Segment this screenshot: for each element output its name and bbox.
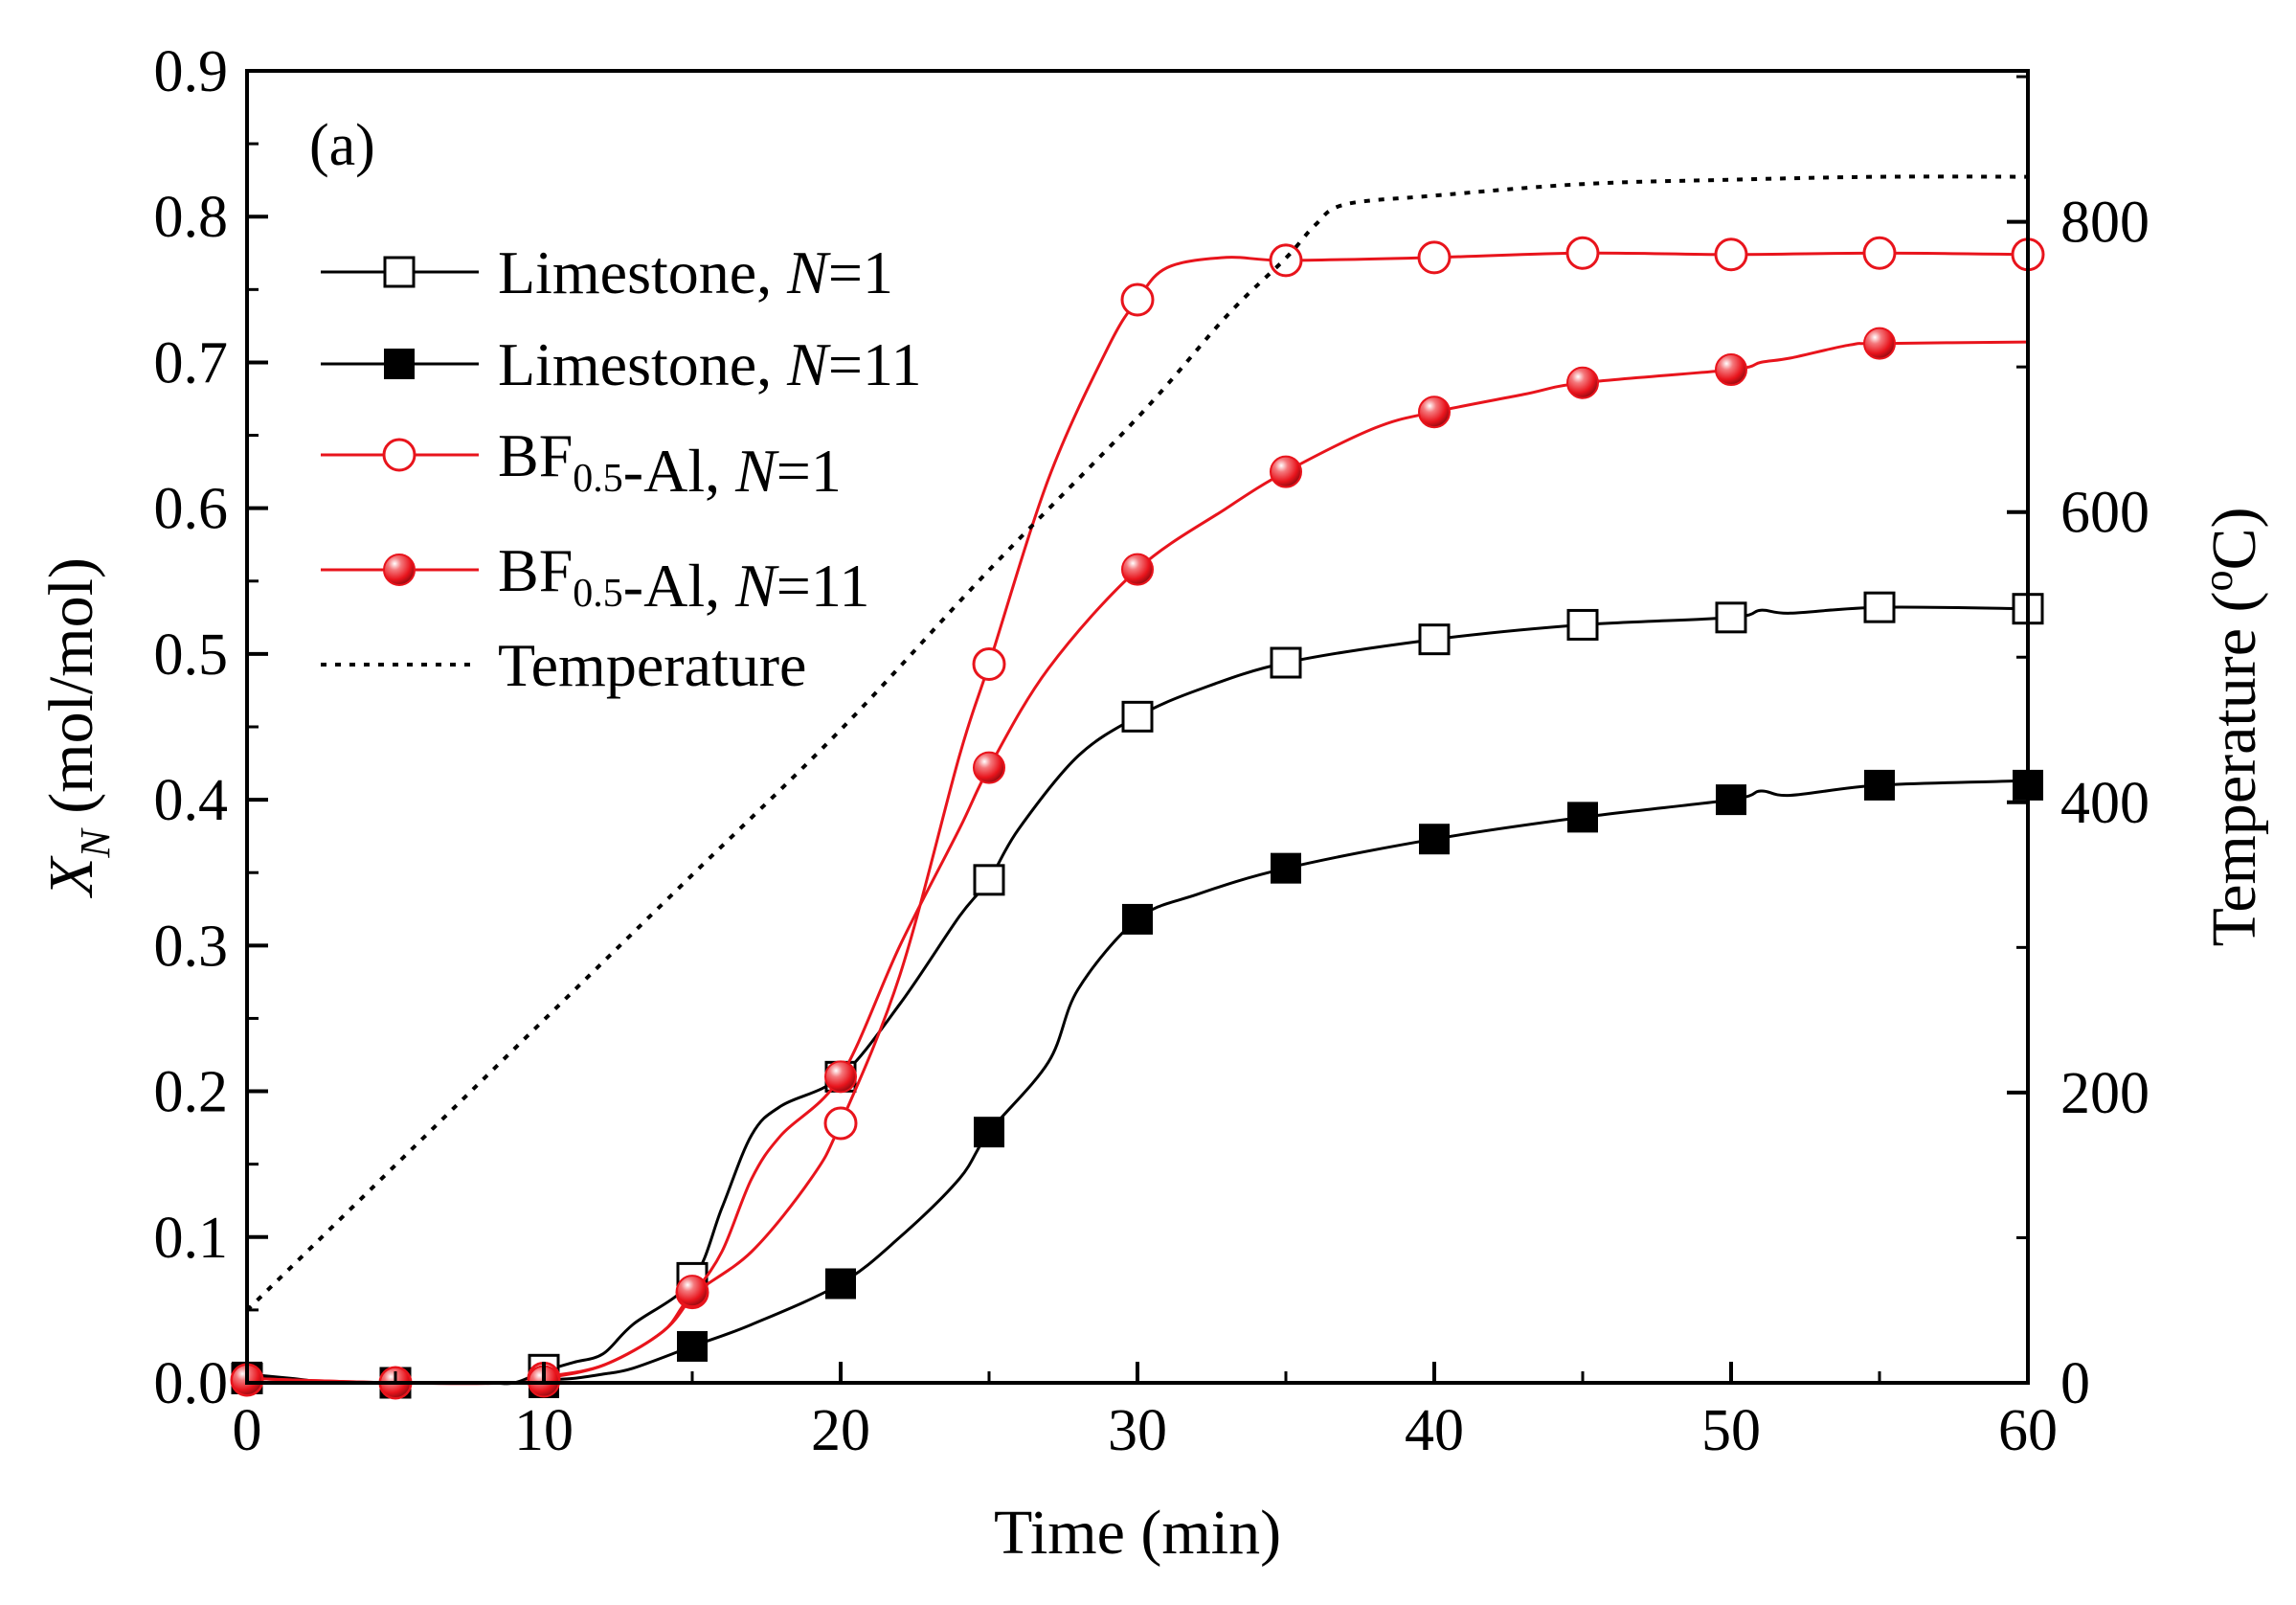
data-point-0-7 — [1270, 646, 1302, 679]
legend-item-4: Temperature — [321, 631, 806, 699]
legend-label-0: Limestone, N=1 — [498, 238, 893, 306]
data-point-2-7 — [1269, 243, 1303, 278]
data-point-0-9 — [1566, 608, 1599, 641]
data-point-1-5 — [974, 1117, 1004, 1148]
plot-layer — [230, 174, 2045, 1400]
series-line-0 — [246, 605, 2029, 1386]
data-point-3-5 — [973, 751, 1005, 784]
data-point-2-8 — [1417, 240, 1452, 275]
legend: Limestone, N=1 Limestone, N=11 BF0.5-Al, N… — [321, 238, 922, 699]
data-point-3-9 — [1566, 366, 1599, 399]
x-tick-label: 0 — [233, 1398, 262, 1463]
data-point-0-10 — [1715, 601, 1747, 634]
data-point-0-5 — [973, 864, 1005, 896]
data-point-2-5 — [972, 647, 1006, 682]
data-point-3-10 — [1715, 353, 1747, 387]
y-left-tick-label: 0.3 — [154, 914, 229, 979]
series-line-3 — [246, 340, 2029, 1386]
data-point-3-4 — [824, 1060, 857, 1094]
y-left-tick-label: 0.7 — [154, 330, 229, 396]
data-point-0-6 — [1121, 700, 1154, 733]
x-tick-label: 50 — [1701, 1398, 1761, 1463]
y-right-tick-label: 800 — [2060, 191, 2150, 256]
legend-marker-1 — [384, 349, 415, 379]
data-point-1-9 — [1567, 802, 1598, 833]
legend-item-2: BF0.5-Al, N=1 — [321, 421, 842, 505]
series-1 — [232, 769, 2043, 1398]
series-2 — [230, 236, 2045, 1400]
data-point-1-3 — [677, 1330, 708, 1362]
panel-label: (a) — [309, 113, 375, 178]
y-left-tick-label: 0.5 — [154, 622, 229, 688]
y-left-tick-label: 0.0 — [154, 1351, 229, 1416]
legend-marker-3 — [383, 554, 416, 586]
x-tick-label: 60 — [1998, 1398, 2058, 1463]
data-point-2-9 — [1565, 236, 1600, 270]
y-right-tick-label: 400 — [2060, 771, 2150, 836]
y-left-tick-label: 0.6 — [154, 477, 229, 542]
data-point-3-7 — [1270, 455, 1302, 488]
series-line-1 — [246, 779, 2029, 1385]
y-left-axis-label: XN (mol/mol) — [36, 557, 119, 899]
y-right-tick-label: 0 — [2060, 1351, 2090, 1416]
data-point-1-10 — [1716, 784, 1746, 816]
legend-marker-2 — [382, 438, 416, 472]
x-tick-label: 10 — [514, 1398, 574, 1463]
axes-layer: 0 10 20 30 40 50 60 0.0 0.1 0.2 0.3 0.4 0.5 0.6 0.7 0.8… — [36, 39, 2269, 1568]
y-left-tick-label: 0.4 — [154, 768, 229, 833]
data-point-2-10 — [1714, 237, 1748, 272]
series-3 — [231, 327, 2029, 1399]
data-point-1-7 — [1271, 852, 1301, 884]
data-point-0-11 — [1863, 591, 1896, 623]
data-point-3-3 — [676, 1275, 709, 1308]
data-point-1-8 — [1419, 824, 1450, 855]
legend-item-3: BF0.5-Al, N=11 — [321, 536, 870, 620]
legend-label-3: BF0.5-Al, N=11 — [498, 536, 870, 620]
x-axis-label: Time (min) — [994, 1498, 1281, 1568]
legend-marker-0 — [383, 256, 416, 288]
y-right-tick-label: 200 — [2060, 1061, 2150, 1126]
y-left-tick-label: 0.2 — [154, 1060, 229, 1125]
data-point-3-8 — [1418, 396, 1451, 429]
y-right-axis-label: Temperature (oC) — [2195, 508, 2269, 947]
data-point-1-11 — [1864, 769, 1895, 801]
data-point-3-6 — [1121, 553, 1154, 586]
data-point-2-4 — [823, 1106, 858, 1141]
legend-label-1: Limestone, N=11 — [498, 330, 922, 398]
legend-label-2: BF0.5-Al, N=1 — [498, 421, 842, 505]
x-tick-label: 40 — [1405, 1398, 1464, 1463]
data-point-2-11 — [1862, 236, 1897, 270]
y-left-tick-label: 0.8 — [154, 185, 229, 250]
data-point-2-6 — [1120, 283, 1155, 317]
y-right-tick-label: 600 — [2060, 481, 2150, 546]
data-point-3-11 — [1863, 327, 1896, 360]
x-tick-label: 30 — [1108, 1398, 1167, 1463]
x-tick-label: 20 — [811, 1398, 870, 1463]
data-point-0-8 — [1418, 623, 1451, 656]
y-left-tick-label: 0.1 — [154, 1206, 229, 1271]
legend-item-0: Limestone, N=1 — [321, 238, 893, 306]
y-left-tick-label: 0.9 — [154, 39, 229, 104]
legend-item-1: Limestone, N=11 — [321, 330, 922, 398]
series-0 — [231, 591, 2044, 1399]
data-point-1-6 — [1122, 903, 1153, 935]
legend-label-4: Temperature — [498, 631, 806, 699]
data-point-1-4 — [825, 1268, 856, 1300]
